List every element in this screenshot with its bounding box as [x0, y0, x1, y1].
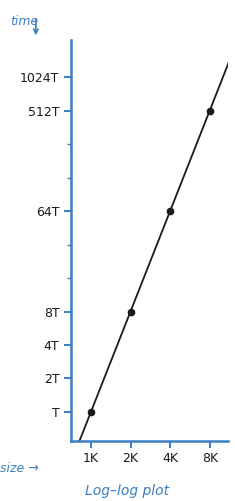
- Text: Log–log plot: Log–log plot: [85, 484, 169, 498]
- Text: size →: size →: [0, 462, 39, 475]
- Text: time: time: [11, 15, 39, 28]
